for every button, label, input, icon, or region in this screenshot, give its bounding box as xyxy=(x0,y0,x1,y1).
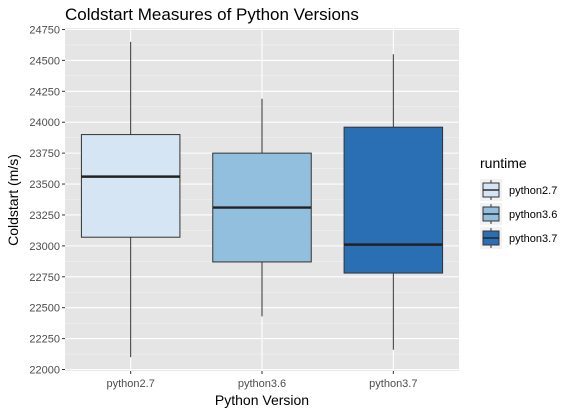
chart-title: Coldstart Measures of Python Versions xyxy=(65,5,359,24)
y-axis-title: Coldstart (m/s) xyxy=(5,154,21,246)
x-axis-ticks: python2.7 python3.6 python3.7 xyxy=(107,371,417,390)
boxes xyxy=(80,41,444,358)
y-tick-label: 23250 xyxy=(29,210,60,222)
box-python3.7 xyxy=(343,126,444,274)
legend-label: python3.6 xyxy=(509,209,557,221)
y-tick-label: 24500 xyxy=(29,55,60,67)
legend: runtime python2.7 python3.6 python3.7 xyxy=(480,155,557,249)
y-axis-ticks: 22000 22250 22500 22750 23000 23250 23500 23750… xyxy=(29,24,65,377)
x-tick-label: python3.7 xyxy=(369,378,417,390)
y-tick-label: 23750 xyxy=(29,148,60,160)
y-tick-label: 23500 xyxy=(29,179,60,191)
y-tick-label: 24750 xyxy=(29,24,60,36)
legend-label: python2.7 xyxy=(509,185,557,197)
x-tick-label: python3.6 xyxy=(238,378,286,390)
legend-label: python3.7 xyxy=(509,233,557,245)
y-tick-label: 22750 xyxy=(29,272,60,284)
y-tick-label: 22250 xyxy=(29,334,60,346)
y-tick-label: 22000 xyxy=(29,365,60,377)
y-tick-label: 23000 xyxy=(29,241,60,253)
y-tick-label: 24000 xyxy=(29,117,60,129)
x-tick-label: python2.7 xyxy=(107,378,155,390)
x-axis-title: Python Version xyxy=(215,392,309,408)
box-python2.7 xyxy=(80,134,181,238)
y-tick-label: 22500 xyxy=(29,303,60,315)
y-tick-label: 24250 xyxy=(29,86,60,98)
legend-title: runtime xyxy=(480,155,527,171)
